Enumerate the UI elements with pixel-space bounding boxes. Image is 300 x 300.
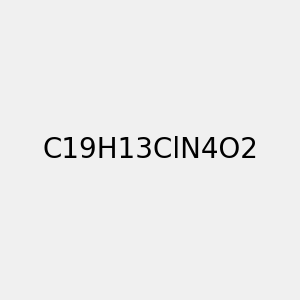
Text: C19H13ClN4O2: C19H13ClN4O2 [42,136,258,164]
